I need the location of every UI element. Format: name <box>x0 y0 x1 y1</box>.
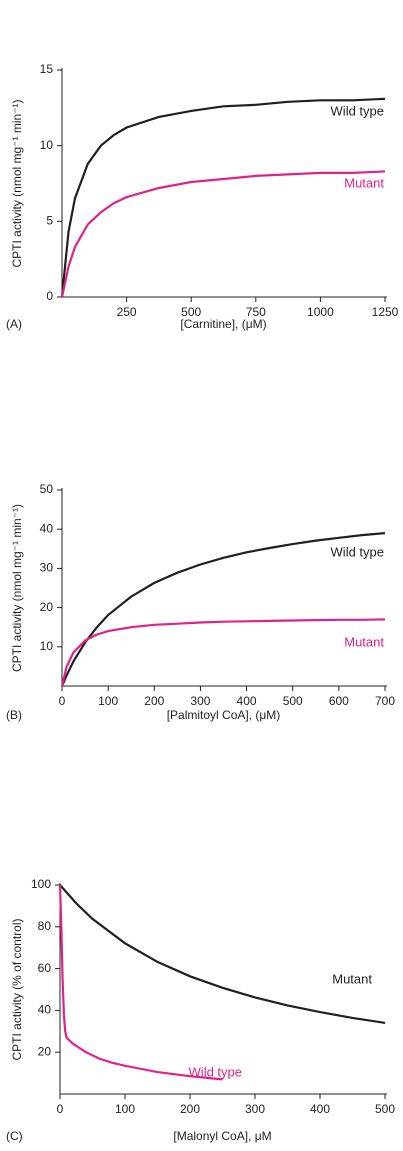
x-tick-label: 0 <box>57 1102 64 1116</box>
data-line <box>60 618 386 687</box>
x-tick-label: 500 <box>375 1102 395 1116</box>
panel-label: (B) <box>6 708 22 722</box>
x-axis-label: [Palmitoyl CoA], (μM) <box>167 708 281 722</box>
y-axis-label: CPTI activity (nmol mg⁻¹ min⁻¹) <box>10 504 24 672</box>
series-label: Wild type <box>189 1064 242 1079</box>
x-tick-label: 400 <box>237 694 257 708</box>
x-tick-label: 400 <box>310 1102 330 1116</box>
y-axis-label: CPTI activity (% of control) <box>10 918 24 1060</box>
panel-label: (C) <box>6 1129 23 1143</box>
x-tick-label: 500 <box>181 305 201 319</box>
data-line <box>60 170 386 298</box>
x-tick-label: 700 <box>375 694 395 708</box>
x-tick-label: 300 <box>245 1102 265 1116</box>
x-axis-label: [Malonyl CoA], μM <box>173 1129 271 1143</box>
x-tick-label: 1000 <box>307 305 334 319</box>
y-tick-label: 5 <box>46 214 53 228</box>
x-tick-label: 200 <box>180 1102 200 1116</box>
x-tick-label: 200 <box>144 694 164 708</box>
y-tick-label: 100 <box>31 877 51 891</box>
y-tick-label: 40 <box>40 521 54 535</box>
x-tick-label: 100 <box>98 694 118 708</box>
series-label: Mutant <box>332 971 372 986</box>
y-tick-label: 50 <box>40 482 54 496</box>
x-tick-label: 0 <box>59 694 66 708</box>
y-tick-label: 60 <box>38 961 52 975</box>
y-tick-label: 80 <box>38 919 52 933</box>
series-label: Wild type <box>331 544 384 559</box>
data-line <box>60 97 386 298</box>
panel-label: (A) <box>6 317 22 331</box>
y-tick-label: 15 <box>40 62 54 76</box>
y-tick-label: 30 <box>40 561 54 575</box>
series-label: Mutant <box>344 634 384 649</box>
data-line <box>59 884 386 1024</box>
x-axis-label: [Carnitine], (μM) <box>180 317 266 331</box>
x-tick-label: 500 <box>283 694 303 708</box>
y-tick-label: 10 <box>40 639 54 653</box>
y-tick-label: 40 <box>38 1003 52 1017</box>
x-tick-label: 100 <box>115 1102 135 1116</box>
y-tick-label: 20 <box>40 600 54 614</box>
y-tick-label: 20 <box>38 1044 52 1058</box>
x-tick-label: 750 <box>246 305 266 319</box>
x-tick-label: 250 <box>117 305 137 319</box>
series-label: Mutant <box>344 175 384 190</box>
y-tick-label: 10 <box>40 138 54 152</box>
data-line <box>58 884 223 1081</box>
series-label: Wild type <box>331 103 384 118</box>
x-tick-label: 300 <box>190 694 210 708</box>
x-tick-label: 1250 <box>372 305 399 319</box>
y-axis-label: CPTI activity (nmol mg⁻¹ min⁻¹) <box>10 99 24 267</box>
x-tick-label: 600 <box>329 694 349 708</box>
y-tick-label: 0 <box>46 289 53 303</box>
data-line <box>60 532 386 687</box>
